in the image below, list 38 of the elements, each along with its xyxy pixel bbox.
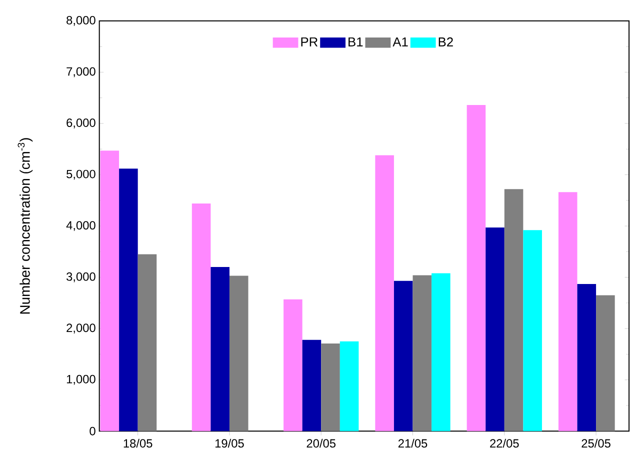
bar	[375, 155, 394, 432]
bar	[577, 284, 596, 432]
bar	[558, 192, 578, 432]
legend-label: B1	[348, 37, 363, 46]
y-tick-label: 8,000	[66, 16, 96, 26]
bar	[504, 189, 524, 432]
bar	[466, 104, 486, 432]
x-tick-label: 19/05	[215, 438, 244, 448]
y-axis-title: Number concentration (cm$^{-3}$)	[18, 138, 33, 314]
bar	[210, 267, 230, 432]
bar	[340, 341, 359, 432]
bar	[100, 150, 120, 432]
y-tick-label: 2,000	[66, 324, 96, 334]
x-tick-label: 18/05	[124, 438, 152, 448]
bar	[486, 228, 504, 432]
y-tick-label: 6,000	[66, 118, 96, 128]
x-tick-label: 20/05	[306, 438, 336, 448]
bar	[432, 273, 450, 432]
y-tick-label: 4,000	[66, 221, 96, 231]
x-tick-label: 25/05	[582, 438, 610, 448]
y-tick-label: 5,000	[66, 170, 96, 180]
bar	[412, 275, 432, 432]
bar	[192, 203, 211, 432]
bar	[284, 299, 302, 432]
bar	[523, 230, 542, 432]
y-tick-label: 7,000	[66, 67, 96, 78]
legend-label: PR	[301, 37, 318, 46]
y-tick-label: 1,000	[66, 374, 96, 385]
y-tick-label: 0	[90, 426, 96, 436]
bar	[394, 280, 413, 432]
legend-label: A1	[392, 37, 408, 46]
bar	[138, 254, 157, 432]
x-tick-label: 21/05	[398, 438, 428, 448]
x-tick-label: 22/05	[490, 438, 519, 448]
legend-label: B2	[438, 37, 453, 46]
bar	[302, 340, 322, 432]
y-tick-label: 3,000	[66, 272, 96, 282]
bar	[119, 168, 138, 432]
